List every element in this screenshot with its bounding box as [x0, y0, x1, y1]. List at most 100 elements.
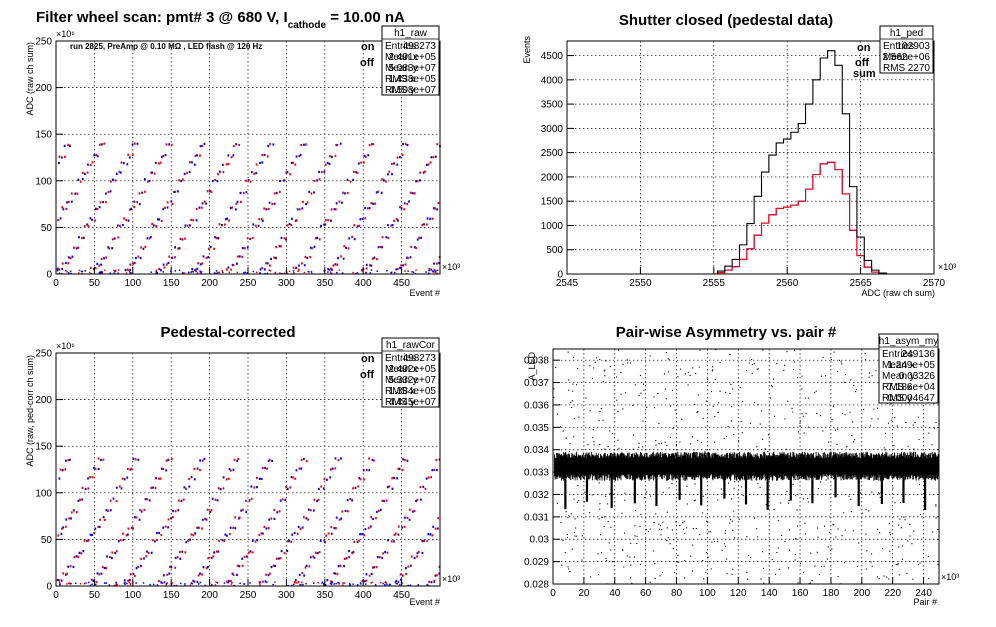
data-point [330, 526, 333, 529]
data-point [601, 552, 603, 554]
data-point [611, 561, 613, 563]
data-point [98, 264, 101, 267]
data-point [170, 457, 173, 460]
panel-raw-title: Filter wheel scan: pmt# 3 @ 680 V, Icath… [36, 9, 405, 31]
data-point [376, 556, 379, 559]
histogram-off [567, 161, 934, 275]
data-point [126, 268, 129, 271]
data-point [364, 528, 367, 531]
panel-asymmetry-frame [552, 348, 940, 585]
data-point [843, 512, 845, 514]
data-point [403, 202, 406, 205]
data-point [410, 245, 413, 249]
data-point [335, 202, 338, 205]
data-point [620, 393, 622, 395]
data-point [653, 550, 655, 552]
data-point [777, 547, 779, 549]
data-point [182, 178, 184, 181]
data-point [417, 550, 420, 554]
data-point [727, 425, 729, 427]
data-point [729, 465, 731, 467]
data-point [354, 486, 357, 489]
data-point [721, 549, 723, 551]
data-point [365, 583, 367, 585]
panel-raw-annotation: run 2825, PreAmp @ 0.10 MΩ , LED flash @… [70, 42, 262, 51]
data-point [249, 180, 252, 183]
data-point [568, 515, 570, 517]
data-point [165, 583, 168, 585]
data-point [290, 475, 293, 479]
data-point [166, 206, 169, 209]
data-point [144, 498, 147, 501]
data-point [424, 487, 427, 491]
data-point [222, 476, 225, 479]
data-point [584, 491, 586, 493]
data-point [337, 581, 339, 584]
data-point [690, 443, 692, 445]
data-point [131, 153, 134, 157]
data-point [399, 583, 401, 586]
data-point [151, 171, 154, 174]
data-point [421, 551, 424, 555]
data-point [93, 531, 96, 535]
data-point [430, 581, 433, 584]
data-point [648, 474, 651, 476]
data-point [130, 207, 133, 210]
data-point [742, 400, 744, 402]
data-point [652, 467, 654, 469]
data-point [121, 477, 124, 480]
data-point [703, 578, 705, 580]
data-point [381, 499, 384, 502]
data-point [305, 143, 307, 146]
data-point [762, 349, 764, 351]
data-point [207, 256, 210, 259]
data-point [283, 552, 286, 555]
data-point [241, 255, 244, 258]
data-point [246, 237, 249, 240]
data-point [203, 200, 206, 203]
data-point [592, 367, 595, 369]
data-point [103, 142, 106, 145]
data-point [395, 582, 398, 585]
data-point [410, 555, 413, 558]
data-point [391, 224, 394, 227]
data-point [76, 192, 79, 195]
x-tick-label: 80 [671, 588, 683, 599]
data-point [726, 435, 728, 438]
data-point [259, 161, 261, 165]
data-point [281, 498, 284, 501]
data-point [767, 434, 770, 436]
data-point [280, 236, 283, 240]
statbox-key: Mean x [385, 364, 418, 375]
data-point [338, 269, 341, 271]
data-point [67, 256, 70, 259]
data-point [152, 583, 155, 586]
data-point [643, 389, 645, 391]
data-point [205, 202, 207, 205]
data-point [155, 477, 158, 480]
data-point [569, 442, 571, 444]
data-point [181, 272, 184, 274]
data-point [616, 399, 618, 401]
data-point [592, 437, 594, 439]
data-point [436, 272, 438, 274]
data-point [598, 518, 600, 520]
data-point [344, 509, 347, 513]
data-point [403, 208, 406, 211]
data-point [413, 246, 416, 249]
data-point [732, 388, 734, 390]
data-point [372, 566, 374, 569]
data-point [201, 527, 203, 530]
data-point [911, 543, 913, 545]
data-point [292, 266, 295, 269]
data-point [358, 224, 361, 227]
data-point [318, 170, 321, 174]
y-tick-label: 500 [546, 245, 563, 256]
data-point [370, 264, 373, 267]
data-point [188, 170, 191, 173]
data-point [714, 378, 716, 381]
data-point [912, 424, 914, 426]
data-point [91, 218, 93, 221]
data-point [878, 459, 880, 461]
data-point [724, 545, 726, 547]
